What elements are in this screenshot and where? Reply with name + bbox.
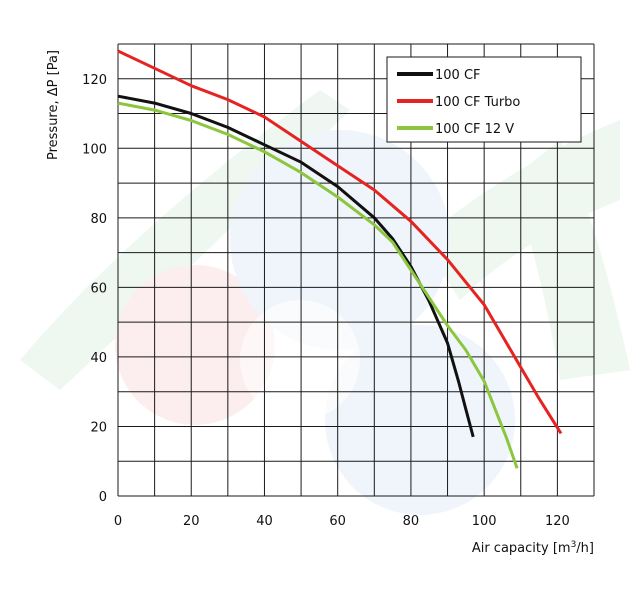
series-line-100-cf-12-v: [117, 101, 519, 469]
x-tick-label: 80: [403, 514, 420, 529]
x-tick-label: 0: [114, 514, 122, 529]
x-tick-label: 60: [329, 514, 346, 529]
legend-label: 100 CF: [435, 68, 481, 83]
y-tick-label: 120: [82, 73, 107, 88]
series-line-100-cf-turbo: [117, 49, 563, 435]
legend: 100 CF 100 CF Turbo 100 CF 12 V: [386, 56, 582, 143]
y-tick-label: 100: [82, 142, 107, 157]
series-lines: [117, 49, 563, 469]
legend-label: 100 CF 12 V: [435, 122, 514, 137]
axis-ticks: 0 20 40 60 80 100 120 0 20 40 60 80 100 120: [82, 73, 570, 529]
y-tick-label: 20: [90, 420, 107, 435]
y-tick-label: 60: [90, 281, 107, 296]
x-tick-label: 20: [183, 514, 200, 529]
x-tick-label: 100: [472, 514, 497, 529]
y-tick-label: 40: [90, 351, 107, 366]
y-tick-label: 80: [90, 212, 107, 227]
x-axis-label: Air capacity [m3/h]: [472, 540, 594, 556]
series-line-100-cf: [117, 94, 475, 438]
watermark-logo: [20, 90, 630, 515]
x-tick-label: 120: [545, 514, 570, 529]
legend-label: 100 CF Turbo: [435, 95, 520, 110]
x-tick-label: 40: [256, 514, 273, 529]
y-tick-label: 0: [99, 490, 107, 505]
y-axis-label: Pressure, ΔP [Pa]: [46, 50, 61, 160]
